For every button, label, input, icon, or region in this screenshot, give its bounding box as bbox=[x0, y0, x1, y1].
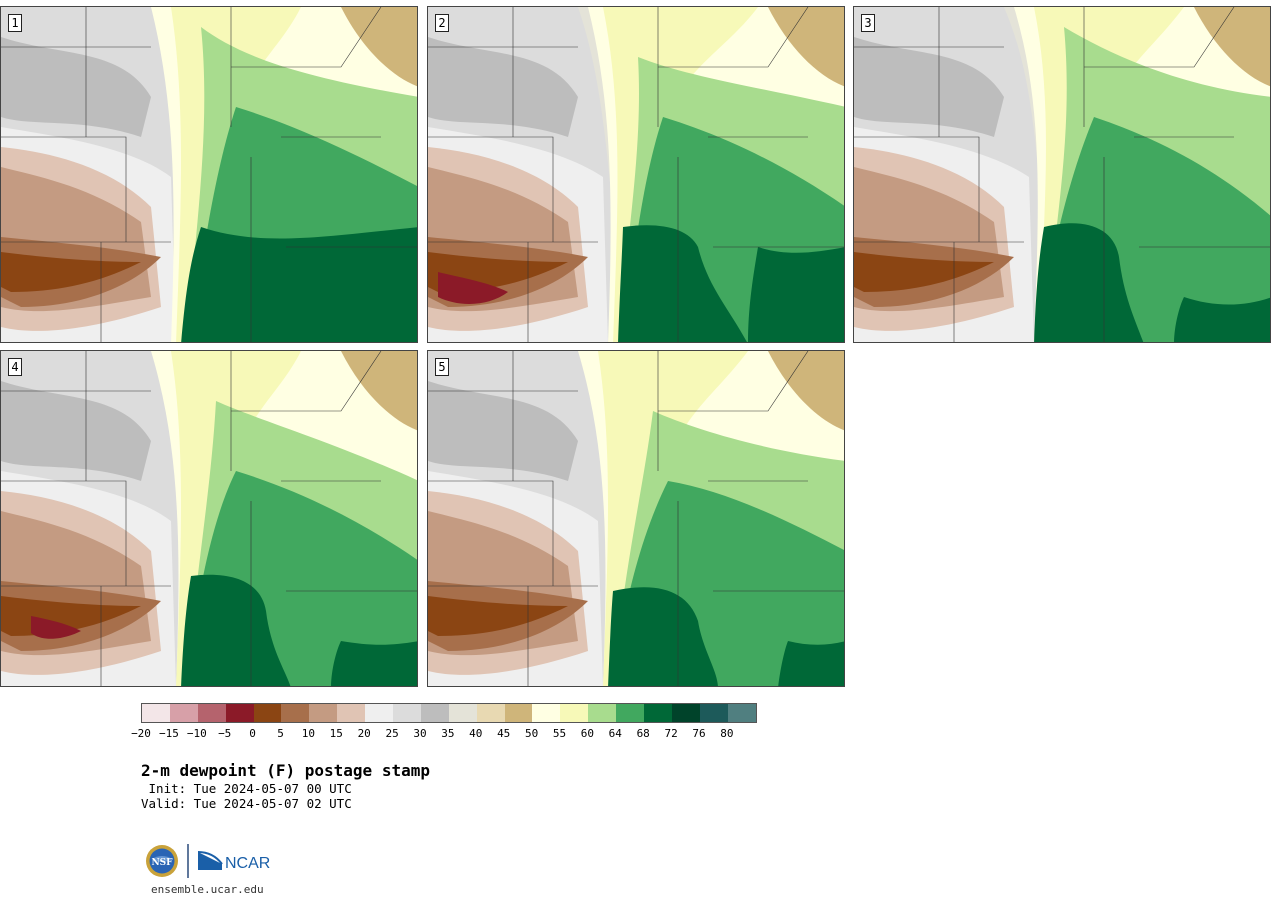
colorbar bbox=[141, 703, 757, 723]
title-block: 2-m dewpoint (F) postage stamp Init: Tue… bbox=[141, 761, 430, 811]
colorbar-swatch bbox=[727, 704, 756, 722]
colorbar-swatch bbox=[644, 704, 672, 722]
colorbar-swatch bbox=[671, 704, 700, 722]
colorbar-tick-label: 72 bbox=[664, 727, 678, 740]
colorbar-tick-label: 35 bbox=[441, 727, 455, 740]
colorbar-tick-label: 20 bbox=[357, 727, 371, 740]
colorbar-swatch bbox=[142, 704, 170, 722]
svg-text:NSF: NSF bbox=[151, 858, 173, 868]
colorbar-tick-label: −10 bbox=[186, 727, 207, 740]
colorbar-swatch bbox=[393, 704, 421, 722]
colorbar-tick-label: 10 bbox=[301, 727, 316, 740]
dewpoint-map-3 bbox=[854, 7, 1270, 342]
colorbar-tick-label: 55 bbox=[552, 727, 567, 740]
dewpoint-map-1 bbox=[1, 7, 417, 342]
colorbar-swatch bbox=[197, 704, 226, 722]
nsf-logo-icon: NSF bbox=[146, 845, 178, 877]
nsf-ncar-logo: NSF NCAR bbox=[144, 842, 284, 882]
colorbar-tick-label: 76 bbox=[692, 727, 706, 740]
map-panel-4[interactable]: 4 bbox=[0, 350, 418, 687]
dewpoint-map-2 bbox=[428, 7, 844, 342]
colorbar-tick-label: 15 bbox=[329, 727, 343, 740]
init-time: Init: Tue 2024-05-07 00 UTC bbox=[141, 781, 352, 796]
colorbar-tick-label: −15 bbox=[158, 727, 179, 740]
colorbar-tick-label: 68 bbox=[636, 727, 650, 740]
colorbar-tick-label: 30 bbox=[413, 727, 427, 740]
colorbar-tick-label: 50 bbox=[524, 727, 539, 740]
colorbar-tick-label: 40 bbox=[469, 727, 483, 740]
site-url: ensemble.ucar.edu bbox=[151, 883, 264, 896]
colorbar-swatch bbox=[337, 704, 366, 722]
svg-text:NCAR: NCAR bbox=[225, 855, 270, 872]
colorbar-tick-label: −5 bbox=[218, 727, 232, 740]
colorbar-swatch bbox=[504, 704, 533, 722]
colorbar-swatch bbox=[309, 704, 338, 722]
colorbar-swatch bbox=[281, 704, 310, 722]
colorbar-swatch bbox=[532, 704, 561, 722]
valid-time: Valid: Tue 2024-05-07 02 UTC bbox=[141, 796, 352, 811]
colorbar-swatch bbox=[616, 704, 645, 722]
map-panel-1[interactable]: 1 bbox=[0, 6, 418, 343]
colorbar-swatch bbox=[169, 704, 198, 722]
colorbar-tick-label: −20 bbox=[131, 727, 151, 740]
panel-number-label: 2 bbox=[435, 14, 449, 32]
colorbar-swatch bbox=[699, 704, 728, 722]
colorbar-swatch bbox=[225, 704, 254, 722]
colorbar-swatch bbox=[560, 704, 589, 722]
colorbar-swatch bbox=[253, 704, 282, 722]
map-panel-3[interactable]: 3 bbox=[853, 6, 1271, 343]
colorbar-swatch bbox=[476, 704, 505, 722]
panel-number-label: 3 bbox=[861, 14, 875, 32]
colorbar-tick-label: 60 bbox=[580, 727, 595, 740]
figure-title: 2-m dewpoint (F) postage stamp bbox=[141, 761, 430, 780]
colorbar-tick-label: 25 bbox=[385, 727, 399, 740]
map-panel-2[interactable]: 2 bbox=[427, 6, 845, 343]
colorbar-swatch bbox=[420, 704, 449, 722]
dewpoint-map-4 bbox=[1, 351, 417, 686]
panel-number-label: 5 bbox=[435, 358, 449, 376]
map-panel-5[interactable]: 5 bbox=[427, 350, 845, 687]
colorbar-tick-label: 80 bbox=[720, 727, 734, 740]
colorbar-swatch bbox=[588, 704, 617, 722]
dewpoint-map-5 bbox=[428, 351, 844, 686]
colorbar-ticks: −20 −15 −10 −5 0 5 10 15 20 25 30 35 40 45 50 55 60 64 68 7… bbox=[131, 727, 757, 741]
colorbar-swatch bbox=[448, 704, 477, 722]
colorbar-tick-label: 0 bbox=[249, 727, 256, 740]
colorbar-tick-label: 64 bbox=[608, 727, 622, 740]
ncar-logo-icon: NCAR bbox=[197, 851, 270, 872]
panel-number-label: 4 bbox=[8, 358, 22, 376]
colorbar-tick-label: 45 bbox=[497, 727, 511, 740]
panel-number-label: 1 bbox=[8, 14, 22, 32]
colorbar-swatch bbox=[365, 704, 394, 722]
colorbar-tick-label: 5 bbox=[277, 727, 284, 740]
